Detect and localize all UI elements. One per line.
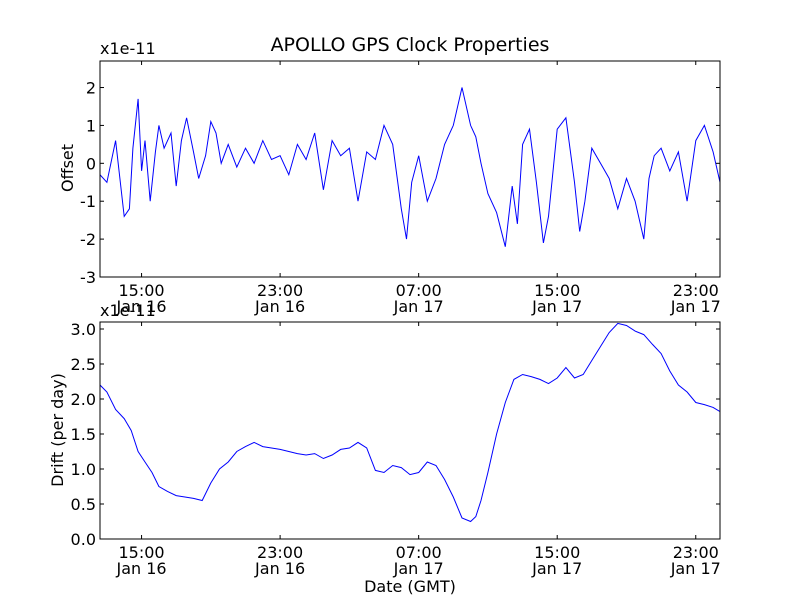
drift-y-tick-label: 3.0 [71,320,96,339]
offset-x-tick-time: 23:00 [673,281,719,300]
drift-y-tick-label: 2.5 [71,355,96,374]
drift-x-tick-date: Jan 17 [670,559,721,578]
drift-panel: x1e-11 Drift (per day) Date (GMT) 0.0 0.5… [48,301,721,596]
offset-y-tick-label: -2 [80,230,96,249]
offset-y-tick-label: -1 [80,192,96,211]
offset-x-tick-date: Jan 16 [254,297,305,316]
drift-x-tick-time: 07:00 [396,543,442,562]
offset-y-tick-label: 2 [86,79,96,98]
offset-series-line [100,87,720,247]
drift-scale-label: x1e-11 [100,301,156,320]
drift-axes-frame [99,321,721,540]
offset-x-tick-time: 15:00 [119,281,165,300]
drift-x-tick-time: 23:00 [673,543,719,562]
offset-scale-label: x1e-11 [100,39,156,58]
drift-x-tick-date: Jan 17 [393,559,444,578]
offset-axes-frame [99,60,721,278]
drift-y-tick-label: 0.5 [71,495,96,514]
drift-x-tick-time: 15:00 [534,543,580,562]
drift-series-line [100,322,720,523]
offset-y-tick-label: 0 [86,154,96,173]
drift-y-tick-label: 2.0 [71,390,96,409]
chart-title: APOLLO GPS Clock Properties [271,34,550,56]
drift-x-axis-label: Date (GMT) [364,577,456,596]
drift-x-tick-date: Jan 17 [531,559,582,578]
drift-y-tick-label: 1.0 [71,460,96,479]
drift-x-tick-time: 23:00 [257,543,303,562]
offset-y-tick-label: -3 [80,268,96,287]
drift-x-tick-time: 15:00 [119,543,165,562]
offset-x-tick-date: Jan 17 [531,297,582,316]
offset-x-tick-time: 07:00 [396,281,442,300]
offset-y-axis-label: Offset [58,144,77,192]
drift-x-tick-date: Jan 16 [254,559,305,578]
offset-x-tick-date: Jan 17 [670,297,721,316]
drift-y-tick-label: 1.5 [71,425,96,444]
drift-x-tick-date: Jan 16 [116,559,167,578]
offset-x-tick-date: Jan 16 [116,297,167,316]
offset-x-tick-date: Jan 17 [393,297,444,316]
offset-x-tick-time: 15:00 [534,281,580,300]
drift-y-axis-label: Drift (per day) [48,373,67,487]
offset-x-tick-time: 23:00 [257,281,303,300]
drift-y-tick-label: 0.0 [71,530,96,549]
offset-y-tick-label: 1 [86,116,96,135]
